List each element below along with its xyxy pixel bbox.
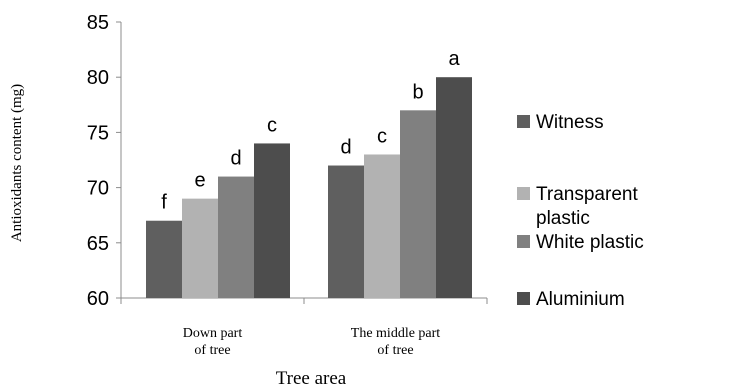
data-label: e (194, 170, 205, 192)
y-tick-label: 80 (87, 67, 109, 89)
plot-area: 60 65 70 75 80 85 f e d c Down part of tree d c b a The … (87, 12, 488, 358)
bar (364, 154, 400, 298)
data-label: d (230, 148, 241, 170)
bar (400, 110, 436, 298)
y-axis-label: Antioxidants content (mg) (9, 84, 25, 242)
data-label: a (448, 48, 460, 70)
data-label: c (267, 114, 277, 136)
bar (218, 176, 254, 298)
bar (436, 77, 472, 298)
legend-swatch (517, 187, 530, 200)
legend-label: Witness (536, 112, 604, 133)
data-label: d (340, 137, 351, 159)
legend-label: Aluminium (536, 289, 625, 310)
x-tick-label: The middle part of tree (351, 326, 441, 358)
legend-swatch (517, 292, 530, 305)
y-tick-label: 65 (87, 233, 109, 255)
bar (328, 165, 364, 298)
data-label: f (161, 192, 167, 214)
x-tick-label: Down part of tree (183, 326, 243, 358)
y-tick-label: 75 (87, 122, 109, 144)
bar (182, 198, 218, 298)
y-tick-label: 85 (87, 12, 109, 34)
y-tick-label: 60 (87, 288, 109, 310)
legend: Witness Transparent plastic White plastic Al… (517, 112, 644, 310)
x-axis-label: Tree area (276, 368, 347, 388)
legend-swatch (517, 115, 530, 128)
bar (146, 220, 182, 298)
bar (254, 143, 290, 298)
legend-swatch (517, 235, 530, 248)
legend-label: White plastic (536, 232, 644, 253)
y-tick-label: 70 (87, 178, 109, 200)
data-label: b (412, 81, 423, 103)
legend-label: Transparent plastic (536, 184, 638, 229)
data-label: c (377, 125, 387, 147)
